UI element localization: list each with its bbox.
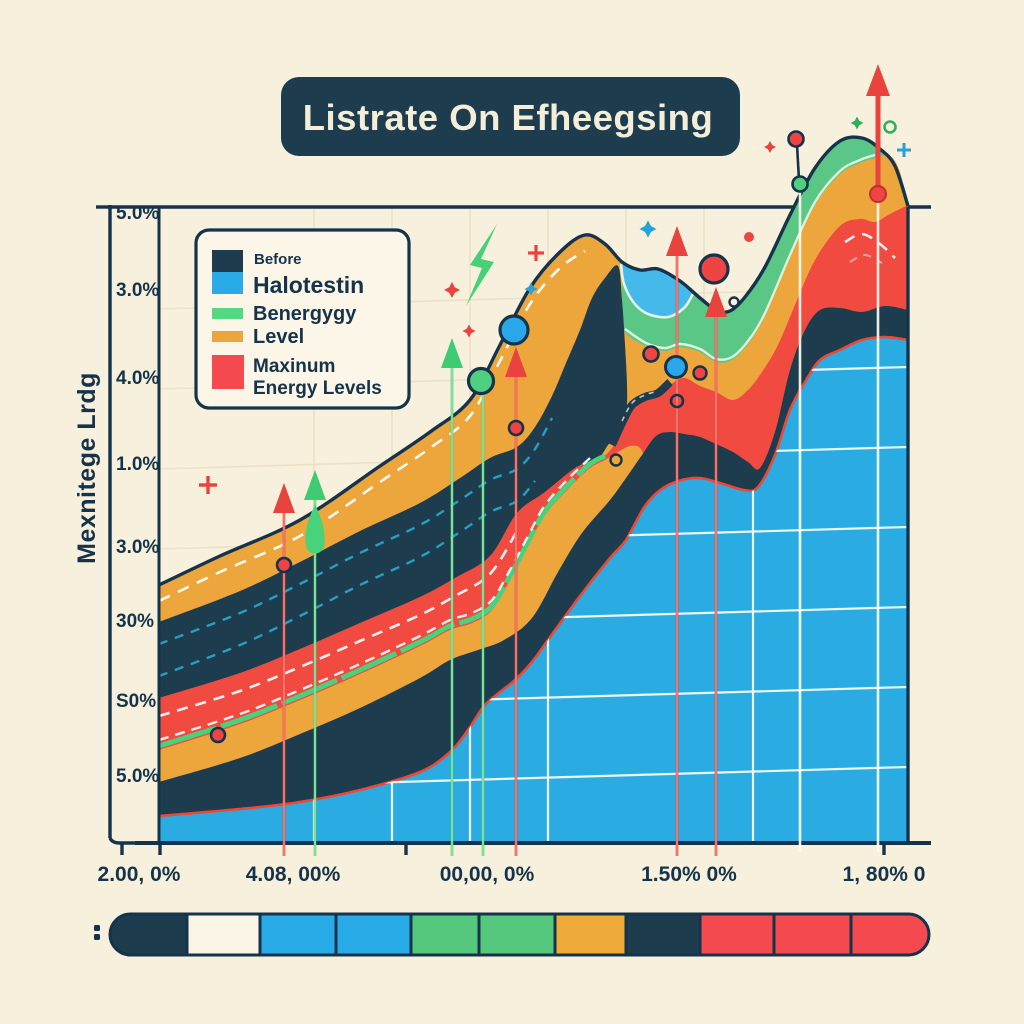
svg-text:Listrate On Efheegsing: Listrate On Efheegsing	[303, 97, 714, 138]
svg-text:Benergygy: Benergygy	[253, 303, 357, 325]
svg-text:4.08, 00%: 4.08, 00%	[246, 863, 341, 886]
svg-text:30%: 30%	[116, 611, 154, 632]
svg-text:2.00, 0%: 2.00, 0%	[98, 863, 181, 886]
svg-text:Halotestin: Halotestin	[253, 272, 364, 298]
svg-text:5.0%: 5.0%	[116, 203, 159, 224]
svg-text:00,00, 0%: 00,00, 0%	[440, 863, 535, 886]
svg-text:3.0%: 3.0%	[116, 280, 159, 301]
svg-text:S0%: S0%	[116, 691, 156, 712]
svg-text:1, 80% 0: 1, 80% 0	[843, 863, 926, 886]
svg-text:Level: Level	[253, 326, 304, 348]
svg-text:1.50% 0%: 1.50% 0%	[641, 863, 737, 886]
svg-text:Energy Levels: Energy Levels	[253, 378, 382, 399]
svg-text:Mexnitege Lrdg: Mexnitege Lrdg	[73, 372, 101, 564]
svg-text:4.0%: 4.0%	[116, 368, 159, 389]
svg-text:Before: Before	[254, 251, 302, 268]
svg-text:3.0%: 3.0%	[116, 537, 159, 558]
svg-text:1.0%: 1.0%	[116, 454, 159, 475]
svg-text:5.0%: 5.0%	[116, 766, 159, 787]
svg-text:Maxinum: Maxinum	[253, 356, 335, 377]
